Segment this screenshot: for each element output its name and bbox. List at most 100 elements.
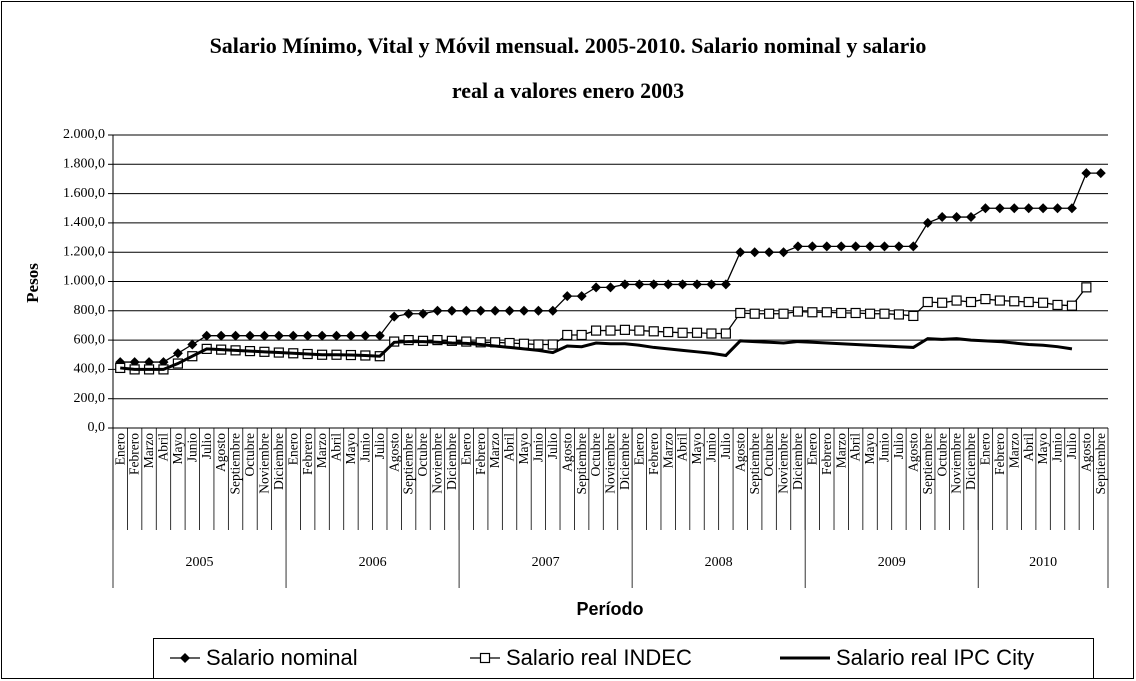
y-tick-label: 1.800,0 — [63, 157, 105, 172]
point-marker — [273, 330, 284, 341]
point-marker — [619, 324, 631, 335]
year-label: 2010 — [1029, 555, 1057, 570]
x-tick-label: Noviembre — [257, 433, 272, 494]
legend-marker — [479, 652, 491, 664]
point-marker — [864, 308, 876, 319]
x-tick-label: Febrero — [819, 433, 834, 475]
x-tick-label: Agosto — [559, 433, 574, 472]
point-marker — [634, 325, 645, 336]
x-tick-label: Marzo — [1006, 433, 1021, 468]
x-tick-label: Febrero — [473, 433, 488, 475]
point-marker — [461, 336, 472, 347]
point-marker — [821, 241, 832, 252]
y-tick-label: 2.000,0 — [63, 127, 105, 142]
point-marker — [922, 296, 933, 308]
point-marker — [648, 326, 659, 337]
point-marker — [590, 325, 602, 336]
point-marker — [879, 308, 890, 319]
x-tick-label: Noviembre — [603, 433, 618, 494]
series-line — [120, 337, 1073, 371]
point-marker — [547, 339, 558, 350]
point-marker — [504, 305, 515, 316]
x-tick-label: Agosto — [213, 433, 228, 472]
x-tick-label: Octubre — [415, 433, 430, 476]
x-tick-label: Agosto — [1078, 433, 1093, 472]
point-marker — [879, 241, 890, 252]
x-tick-label: Septiembre — [747, 433, 762, 494]
x-tick-label: Enero — [285, 433, 300, 465]
point-marker — [461, 305, 472, 316]
x-tick-label: Mayo — [516, 433, 531, 465]
point-marker — [677, 279, 688, 290]
point-marker — [1038, 203, 1049, 214]
point-marker — [1038, 297, 1049, 308]
point-marker — [836, 307, 847, 319]
x-tick-label: Junio — [1050, 433, 1065, 463]
point-marker — [432, 305, 443, 316]
point-marker — [244, 330, 255, 341]
x-tick-label: Febrero — [300, 433, 315, 475]
y-tick-label: 1.000,0 — [63, 274, 105, 289]
x-tick-label: Abril — [156, 433, 171, 462]
point-marker — [663, 279, 674, 290]
legend-label: Salario real IPC City — [836, 645, 1034, 670]
point-marker — [475, 337, 486, 348]
point-marker — [749, 247, 760, 258]
x-tick-label: Diciembre — [790, 433, 805, 490]
point-marker — [965, 296, 977, 308]
point-marker — [1066, 203, 1077, 214]
x-tick-label: Noviembre — [949, 433, 964, 494]
point-marker — [605, 282, 616, 293]
point-marker — [735, 247, 746, 258]
x-tick-label: Abril — [502, 433, 517, 462]
point-marker — [576, 329, 587, 341]
point-marker — [605, 325, 616, 336]
x-tick-label: Enero — [112, 433, 127, 465]
point-marker — [778, 308, 789, 319]
point-marker — [850, 241, 861, 252]
x-tick-label: Septiembre — [401, 433, 416, 494]
point-marker — [302, 330, 313, 341]
point-marker — [980, 293, 991, 305]
x-tick-label: Enero — [458, 433, 473, 465]
legend-label: Salario real INDEC — [506, 645, 692, 670]
x-tick-label: Julio — [718, 433, 733, 460]
point-marker — [764, 247, 775, 258]
point-marker — [446, 305, 457, 316]
x-tick-label: Octubre — [761, 433, 776, 476]
x-tick-label: Octubre — [934, 433, 949, 476]
point-marker — [201, 330, 212, 341]
point-marker — [562, 329, 573, 341]
point-marker — [418, 308, 429, 319]
legend-label: Salario nominal — [206, 645, 358, 670]
x-tick-label: Diciembre — [444, 433, 459, 490]
x-tick-label: Mayo — [343, 433, 358, 465]
point-marker — [994, 295, 1005, 306]
point-marker — [547, 305, 558, 316]
point-marker — [374, 330, 385, 341]
point-marker — [908, 241, 919, 252]
point-marker — [172, 348, 183, 359]
x-tick-label: Junio — [184, 433, 199, 463]
x-tick-label: Abril — [675, 433, 690, 462]
x-tick-label: Agosto — [386, 433, 401, 472]
x-tick-label: Febrero — [646, 433, 661, 475]
point-marker — [518, 305, 529, 316]
point-marker — [533, 339, 544, 350]
x-tick-label: Mayo — [170, 433, 185, 465]
year-label: 2008 — [705, 555, 733, 570]
point-marker — [908, 310, 919, 322]
x-tick-label: Septiembre — [1093, 433, 1108, 494]
x-tick-label: Julio — [1064, 433, 1079, 460]
legend-box — [153, 638, 1094, 679]
x-tick-label: Marzo — [660, 433, 675, 468]
point-marker — [980, 203, 991, 214]
x-tick-label: Marzo — [833, 433, 848, 468]
point-marker — [937, 212, 948, 223]
x-tick-label: Marzo — [141, 433, 156, 468]
x-tick-label: Diciembre — [963, 433, 978, 490]
x-tick-label: Mayo — [689, 433, 704, 465]
point-marker — [663, 326, 674, 338]
x-tick-label: Septiembre — [228, 433, 243, 494]
